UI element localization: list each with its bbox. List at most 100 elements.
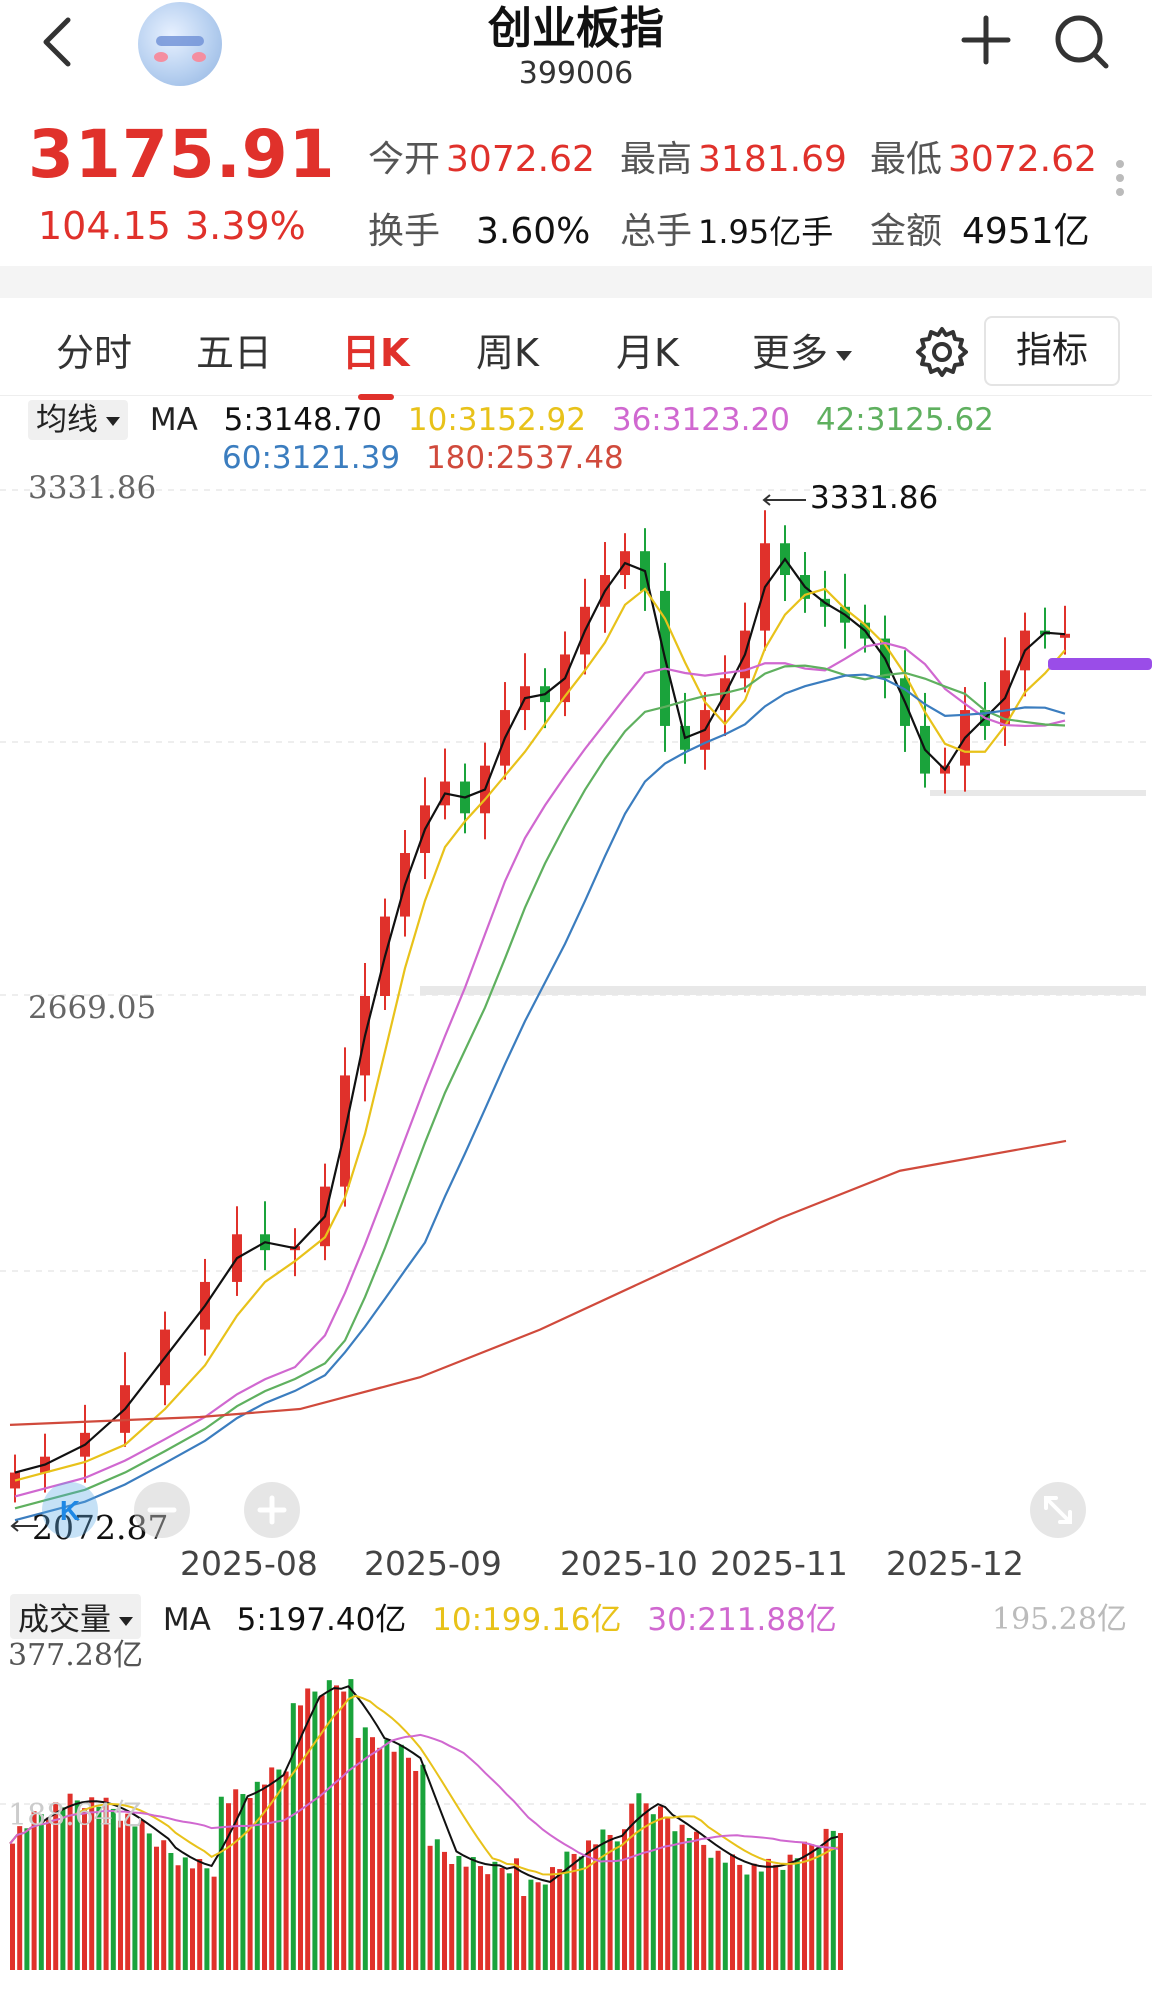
volume-bar (485, 1874, 491, 1970)
avatar-cheek (192, 52, 206, 62)
k-line-icon[interactable]: K (42, 1482, 98, 1538)
stat-label: 最低 (870, 139, 943, 180)
volume-bar (168, 1852, 174, 1970)
volume-bar (218, 1796, 224, 1970)
volume-bar (758, 1871, 764, 1970)
ma-dropdown[interactable]: 均线 (28, 400, 128, 440)
volume-bar (715, 1850, 721, 1970)
volume-bar (564, 1851, 570, 1970)
y-axis-mid-label: 2669.05 (28, 990, 157, 1026)
gear-icon[interactable] (914, 324, 970, 380)
more-icon[interactable] (1116, 160, 1128, 206)
stat-label: 今开 (368, 139, 441, 180)
volume-bar (132, 1826, 138, 1970)
volume-bar (722, 1862, 728, 1970)
volume-bar (578, 1856, 584, 1970)
volume-bar (737, 1864, 743, 1970)
volume-bar (334, 1685, 339, 1970)
volume-bar (17, 1826, 23, 1970)
volume-bar (254, 1781, 260, 1970)
active-tab-indicator (358, 394, 394, 400)
stat-label: 金额 (870, 211, 943, 252)
back-icon[interactable] (30, 10, 90, 70)
chevron-down-icon (836, 350, 853, 361)
arrow-left-icon (10, 1520, 38, 1532)
volume-bar (787, 1854, 793, 1970)
stat-high: 最高 3181.69 (620, 130, 847, 182)
search-icon[interactable] (1052, 12, 1112, 72)
volume-bar (161, 1840, 167, 1970)
stat-label: 总手 (620, 211, 693, 252)
volume-dropdown[interactable]: 成交量 (10, 1594, 141, 1639)
ma36-value: 36:3123.20 (611, 402, 790, 438)
volume-bar (658, 1806, 663, 1970)
peak-price-label: 3331.86 (810, 480, 939, 516)
volume-bar (370, 1737, 375, 1970)
ma-prefix: MA (149, 402, 198, 438)
volume-bar (557, 1869, 563, 1970)
volume-bar (823, 1828, 829, 1970)
zoom-out-icon[interactable] (134, 1482, 190, 1538)
tab-intraday[interactable]: 分时 (56, 331, 133, 375)
volume-bar (550, 1867, 555, 1970)
volume-bar (139, 1820, 145, 1970)
volume-bar (269, 1767, 275, 1970)
divider (0, 266, 1152, 298)
avatar[interactable] (138, 2, 222, 86)
zoom-in-icon[interactable] (244, 1482, 300, 1538)
low-price-label: 2072.87 (32, 1508, 169, 1547)
volume-bar (478, 1866, 483, 1970)
stat-turnover: 换手 3.60% (368, 202, 590, 254)
volume-bar (492, 1861, 498, 1970)
volume-bar (514, 1858, 519, 1970)
volume-bar (751, 1863, 757, 1970)
volume-bar (571, 1853, 577, 1970)
volume-chart[interactable] (0, 1590, 1152, 1994)
volume-bar (391, 1751, 397, 1970)
add-watchlist-icon[interactable] (958, 12, 1014, 68)
ma5-value: 5:3148.70 (223, 402, 383, 438)
volume-bar (470, 1857, 476, 1970)
volume-bar (305, 1688, 311, 1970)
volume-bar (607, 1834, 613, 1970)
volume-bar (96, 1806, 102, 1970)
volume-bar (74, 1800, 80, 1970)
volume-bar (636, 1793, 642, 1970)
candlestick-chart[interactable] (0, 470, 1152, 1550)
volume-bar (283, 1771, 289, 1970)
volume-bar (816, 1846, 822, 1970)
fullscreen-icon[interactable] (1030, 1482, 1086, 1538)
volume-bar (427, 1845, 433, 1970)
indicator-button[interactable]: 指标 (984, 316, 1120, 386)
volume-bar (377, 1747, 383, 1970)
volume-bar (298, 1705, 303, 1970)
volume-bar (82, 1808, 87, 1970)
volume-bar (434, 1839, 440, 1970)
tab-daily-k[interactable]: 日K (342, 331, 410, 375)
x-axis-label: 2025-12 (886, 1544, 1024, 1583)
volume-bar (708, 1857, 714, 1970)
volume-bar (744, 1874, 750, 1970)
tab-weekly-k[interactable]: 周K (476, 331, 539, 375)
volume-ma10: 10:199.16亿 (432, 1602, 622, 1638)
candle-body (1060, 633, 1070, 638)
tab-more-label: 更多 (752, 331, 829, 375)
volume-bar (506, 1873, 512, 1970)
volume-bar (204, 1868, 210, 1970)
avatar-cheek (154, 52, 168, 62)
ma-dropdown-label: 均线 (36, 402, 98, 438)
tab-five-day[interactable]: 五日 (196, 331, 273, 375)
volume-bar (672, 1831, 678, 1970)
tab-monthly-k[interactable]: 月K (616, 331, 679, 375)
volume-right-label: 195.28亿 (992, 1602, 1127, 1637)
volume-bar (355, 1737, 361, 1970)
volume-bar (362, 1727, 368, 1970)
svg-text:K: K (60, 1495, 80, 1526)
volume-dropdown-label: 成交量 (18, 1602, 111, 1638)
volume-bar (190, 1868, 195, 1970)
volume-bar (679, 1824, 685, 1970)
volume-bar (730, 1854, 735, 1970)
tab-more[interactable]: 更多 (752, 322, 853, 377)
volume-bar (766, 1858, 771, 1970)
x-axis-label: 2025-11 (710, 1544, 848, 1583)
